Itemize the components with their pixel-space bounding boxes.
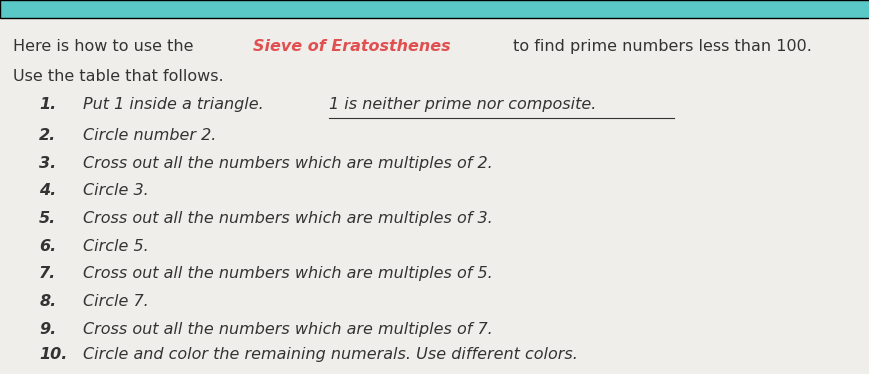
Text: 3.: 3. <box>39 156 56 171</box>
Text: Put 1 inside a triangle.: Put 1 inside a triangle. <box>83 97 274 112</box>
Text: Cross out all the numbers which are multiples of 2.: Cross out all the numbers which are mult… <box>83 156 492 171</box>
Text: Use the table that follows.: Use the table that follows. <box>13 69 223 84</box>
Text: Cross out all the numbers which are multiples of 5.: Cross out all the numbers which are mult… <box>83 266 492 281</box>
FancyBboxPatch shape <box>0 0 869 18</box>
Text: 8.: 8. <box>39 294 56 309</box>
Text: 7.: 7. <box>39 266 56 281</box>
Text: 10.: 10. <box>39 347 68 362</box>
Text: 5.: 5. <box>39 211 56 226</box>
Text: Circle 7.: Circle 7. <box>83 294 149 309</box>
Text: Sieve of Eratosthenes: Sieve of Eratosthenes <box>252 39 449 54</box>
Text: Cross out all the numbers which are multiples of 7.: Cross out all the numbers which are mult… <box>83 322 492 337</box>
Text: Cross out all the numbers which are multiples of 3.: Cross out all the numbers which are mult… <box>83 211 492 226</box>
Text: Here is how to use the: Here is how to use the <box>13 39 198 54</box>
Text: 9.: 9. <box>39 322 56 337</box>
Text: Circle 3.: Circle 3. <box>83 183 149 198</box>
Text: 1 is neither prime nor composite.: 1 is neither prime nor composite. <box>328 97 596 112</box>
Text: 6.: 6. <box>39 239 56 254</box>
Text: Circle number 2.: Circle number 2. <box>83 128 216 143</box>
Text: to find prime numbers less than 100.: to find prime numbers less than 100. <box>507 39 811 54</box>
Text: Circle 5.: Circle 5. <box>83 239 149 254</box>
Text: 2.: 2. <box>39 128 56 143</box>
Text: 1.: 1. <box>39 97 56 112</box>
Text: 4.: 4. <box>39 183 56 198</box>
Text: Circle and color the remaining numerals. Use different colors.: Circle and color the remaining numerals.… <box>83 347 577 362</box>
